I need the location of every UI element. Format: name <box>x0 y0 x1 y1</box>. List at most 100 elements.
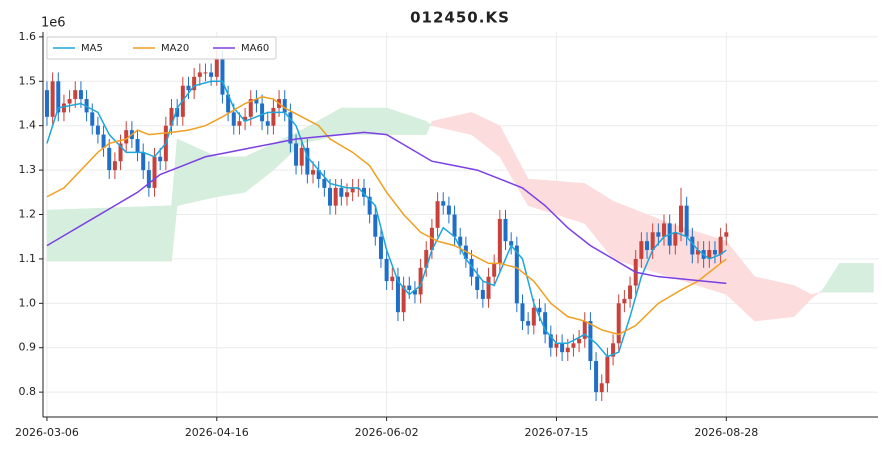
candle-body <box>684 205 689 237</box>
candle-body <box>452 214 457 237</box>
candle-body <box>197 72 202 77</box>
cloud-segment <box>216 156 246 198</box>
candle-body <box>560 343 565 353</box>
candle-body <box>316 170 321 179</box>
candle-body <box>412 289 417 295</box>
candle-body <box>333 187 338 206</box>
candle-body <box>146 170 151 188</box>
x-tick-label: 2026-04-16 <box>185 426 249 439</box>
candle-body <box>44 90 49 117</box>
candle-body <box>305 147 310 175</box>
candle-body <box>509 241 514 246</box>
candle-body <box>662 223 667 237</box>
candle-body <box>271 107 276 126</box>
candle-body <box>695 250 700 255</box>
y-tick-label: 1.2 <box>19 208 37 221</box>
candle-body <box>373 214 378 237</box>
candle-body <box>565 347 570 353</box>
candle-body <box>514 245 519 304</box>
candle-body <box>712 250 717 255</box>
candle-body <box>61 103 66 113</box>
legend-label: MA5 <box>81 43 103 54</box>
cloud-segment <box>810 289 823 300</box>
candle-body <box>260 103 265 122</box>
candle-body <box>288 112 293 144</box>
candle-body <box>616 303 621 344</box>
candle-body <box>673 232 678 246</box>
candle-body <box>299 147 304 166</box>
cloud-segment <box>584 182 614 260</box>
cloud-segment <box>341 107 387 135</box>
candle-body <box>543 312 548 335</box>
candle-body <box>492 263 497 277</box>
candle-body <box>214 59 219 77</box>
candle-body <box>186 85 191 91</box>
candle-body <box>628 285 633 299</box>
cloud-segment <box>726 240 755 322</box>
candle-body <box>645 241 650 251</box>
candle-body <box>158 156 163 162</box>
candle-body <box>118 143 123 162</box>
candle-body <box>390 276 395 282</box>
candle-body <box>582 321 587 339</box>
cloud-segment <box>793 285 812 318</box>
candle-body <box>418 267 423 295</box>
y-tick-label: 1.0 <box>19 296 37 309</box>
cloud-segment <box>176 138 218 206</box>
candle-body <box>378 236 383 259</box>
candle-body <box>531 307 536 326</box>
x-tick-label: 2026-08-28 <box>694 426 758 439</box>
candle-body <box>112 161 117 171</box>
candle-body <box>475 276 480 290</box>
candle-body <box>95 125 100 135</box>
candle-body <box>209 72 214 77</box>
candle-body <box>594 361 599 393</box>
candle-body <box>384 258 389 282</box>
candle-body <box>656 232 661 237</box>
candle-body <box>192 76 197 91</box>
candle-body <box>588 321 593 362</box>
legend-label: MA20 <box>161 43 189 54</box>
candle-body <box>520 303 525 322</box>
candle-body <box>101 134 106 148</box>
candle-body <box>577 338 582 344</box>
candle-body <box>622 298 627 304</box>
candle-body <box>401 285 406 313</box>
legend-label: MA60 <box>241 43 269 54</box>
ma-line <box>46 131 727 285</box>
candle-body <box>554 343 559 348</box>
x-tick-label: 2026-03-06 <box>15 426 79 439</box>
candle-body <box>718 236 723 255</box>
candle-body <box>294 143 299 166</box>
candle-body <box>424 250 429 268</box>
candle-body <box>361 187 366 197</box>
x-tick-label: 2026-06-02 <box>355 426 419 439</box>
y-tick-label: 1.3 <box>19 163 37 176</box>
cloud-segment <box>431 112 472 135</box>
ma-line <box>46 96 727 336</box>
candle-body <box>486 276 491 299</box>
candle-body <box>67 99 72 104</box>
cloud-segment <box>426 120 433 135</box>
candle-body <box>107 147 112 171</box>
cloud-segment <box>471 111 501 158</box>
cloud-segment <box>244 143 274 193</box>
candle-body <box>690 236 695 255</box>
candle-body <box>344 192 349 197</box>
candle-body <box>611 343 616 357</box>
y-tick-label: 1.1 <box>19 252 37 265</box>
candle-body <box>56 81 61 113</box>
candle-body <box>311 170 316 175</box>
cloud-segment <box>839 263 874 293</box>
candle-body <box>248 99 253 117</box>
candle-body <box>141 152 146 171</box>
candle-body <box>231 112 236 126</box>
candle-body <box>152 156 157 188</box>
cloud-segment <box>46 205 172 262</box>
candle-body <box>707 250 712 259</box>
candle-body <box>90 112 95 126</box>
candle-body <box>203 72 208 74</box>
x-tick-label: 2026-07-15 <box>524 426 588 439</box>
cloud-segment <box>386 107 427 135</box>
candle-body <box>639 241 644 259</box>
